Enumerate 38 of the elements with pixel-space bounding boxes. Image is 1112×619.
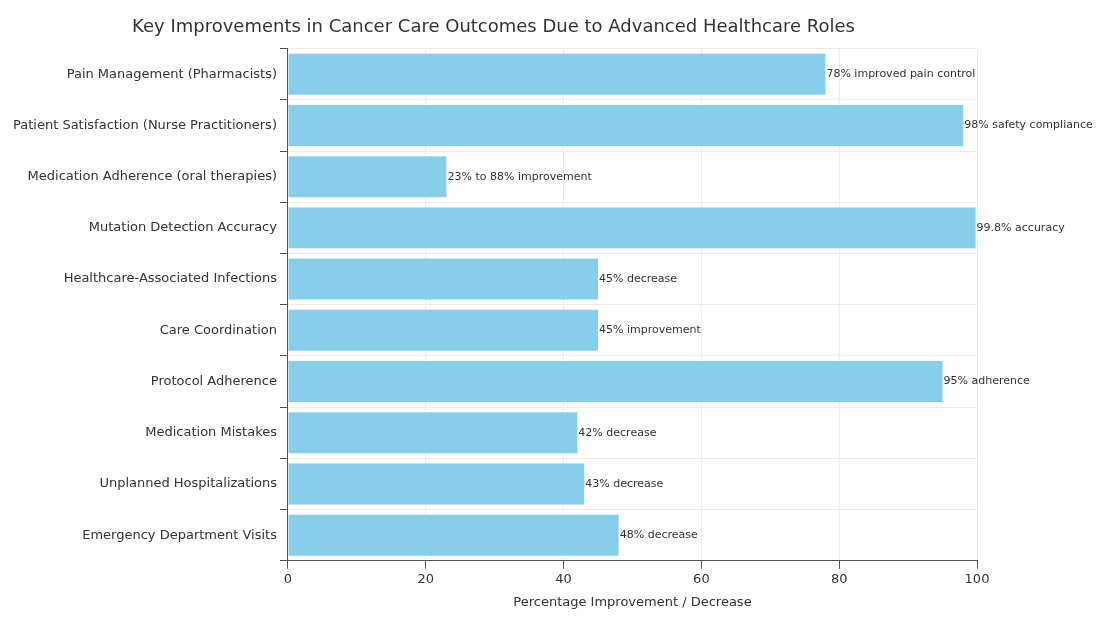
- data-label: 95% adherence: [943, 374, 1031, 388]
- y-tick-label: Mutation Detection Accuracy: [88, 219, 278, 235]
- y-tick-label: Unplanned Hospitalizations: [99, 475, 278, 491]
- bar: [288, 361, 943, 403]
- y-tick-label: Protocol Adherence: [150, 372, 277, 388]
- x-tick-label: 20: [417, 570, 435, 586]
- bar: [288, 412, 578, 454]
- bar: [288, 104, 964, 146]
- y-tick-label: Emergency Department Visits: [82, 526, 278, 542]
- bar: [288, 258, 599, 300]
- data-label: 98% safety compliance: [964, 118, 1093, 132]
- y-tick-label: Pain Management (Pharmacists): [66, 65, 277, 81]
- data-label: 48% decrease: [619, 528, 698, 542]
- data-label: 99.8% accuracy: [976, 220, 1066, 234]
- data-label: 45% improvement: [599, 323, 702, 337]
- bar: [288, 514, 619, 556]
- data-label: 23% to 88% improvement: [447, 169, 593, 183]
- y-tick-label: Medication Adherence (oral therapies): [27, 168, 277, 184]
- chart-title: Key Improvements in Cancer Care Outcomes Due to Advanced Healthcare Roles: [132, 15, 855, 37]
- y-tick-label: Care Coordination: [159, 321, 277, 337]
- data-label: 42% decrease: [578, 425, 657, 439]
- bar: [288, 156, 447, 198]
- data-label: 45% decrease: [599, 271, 678, 285]
- bar: [288, 463, 585, 505]
- bar: [288, 53, 826, 95]
- x-tick-label: 80: [830, 570, 848, 586]
- x-tick-label: 60: [693, 570, 710, 586]
- x-tick-label: 40: [555, 570, 572, 586]
- data-label: 78% improved pain control: [826, 67, 976, 81]
- x-tick-label: 100: [964, 570, 990, 586]
- y-tick-label: Healthcare-Associated Infections: [63, 270, 278, 286]
- y-tick-label: Medication Mistakes: [145, 424, 278, 440]
- y-tick-label: Patient Satisfaction (Nurse Practitioners): [12, 116, 277, 132]
- x-tick-label: 0: [283, 570, 293, 586]
- bar: [288, 309, 599, 351]
- x-axis-title: Percentage Improvement / Decrease: [513, 593, 752, 609]
- bar: [288, 207, 976, 249]
- data-label: 43% decrease: [585, 476, 664, 490]
